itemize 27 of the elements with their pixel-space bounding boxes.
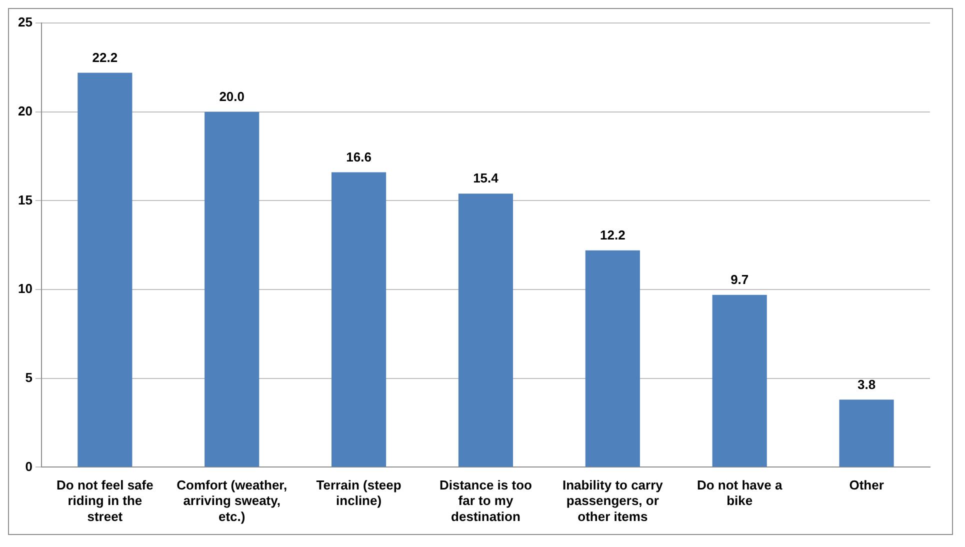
x-tick-label: Do not feel safe riding in the street [56, 478, 154, 524]
data-label: 3.8 [857, 376, 876, 392]
y-tick-label: 5 [25, 370, 32, 385]
data-label: 16.6 [346, 149, 372, 164]
x-tick-label: Inability to carry passengers, or other items [562, 478, 664, 524]
bar [458, 194, 514, 467]
bar [332, 172, 386, 467]
y-tick-label: 15 [18, 192, 32, 208]
x-tick-label: Comfort (weather, arriving sweaty, etc.) [176, 478, 288, 524]
x-tick-label: Other [849, 478, 884, 493]
y-tick-label: 20 [18, 103, 32, 118]
bar [712, 294, 767, 467]
data-label: 20.0 [219, 88, 245, 104]
data-label: 15.4 [473, 170, 500, 186]
data-label: 9.7 [730, 272, 749, 287]
bar [839, 400, 894, 467]
y-tick-label: 0 [25, 458, 32, 474]
bar [204, 112, 260, 467]
y-tick-label: 10 [18, 281, 32, 296]
data-label: 12.2 [600, 228, 626, 243]
x-tick-label: Distance is too far to my destination [439, 478, 532, 524]
bar [78, 72, 132, 467]
data-label: 22.2 [92, 50, 118, 65]
bar [585, 250, 640, 467]
x-tick-label: Terrain (steep incline) [316, 478, 402, 508]
y-tick-label: 25 [18, 14, 32, 30]
x-tick-label: Do not have a bike [696, 478, 783, 508]
